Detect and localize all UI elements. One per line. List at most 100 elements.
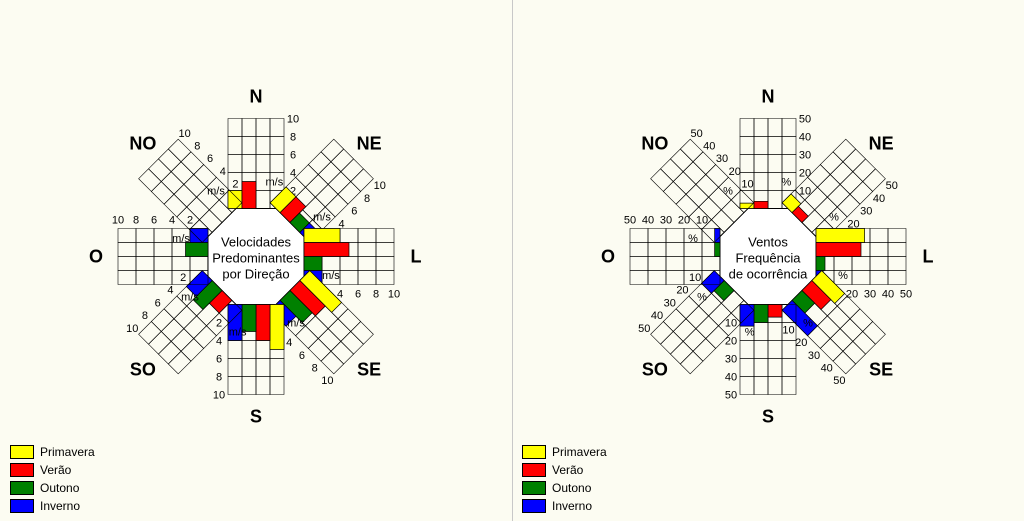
tick-SE-10: 10: [321, 375, 333, 387]
tick-SO-8: 8: [142, 310, 148, 322]
direction-label-SE: SE: [357, 360, 381, 380]
bar-S-inverno: [740, 305, 754, 327]
unit-label-O: m/s: [181, 292, 199, 304]
direction-label-NE: NE: [357, 133, 382, 153]
direction-label-O: O: [601, 247, 615, 267]
bar-O-inverno: [190, 229, 208, 243]
tick-N-10: 10: [287, 114, 299, 126]
legend-label-inverno: Inverno: [40, 499, 80, 513]
tick-SO-2: 2: [180, 272, 186, 284]
tick-L-30: 30: [864, 289, 876, 301]
tick-NE-30: 30: [860, 206, 872, 218]
center-text-line-2: de ocorrência: [729, 267, 809, 282]
tick-O-4: 4: [169, 215, 175, 227]
tick-NO-20: 20: [729, 166, 741, 178]
unit-label-S: m/s: [287, 318, 305, 330]
tick-NO-40: 40: [703, 140, 715, 152]
unit-label-L: m/s: [313, 212, 331, 224]
legend-swatch-inverno: [522, 499, 546, 513]
tick-SO-10: 10: [126, 323, 138, 335]
tick-S-10: 10: [725, 318, 737, 330]
legend-swatch-primavera: [522, 445, 546, 459]
tick-NO-4: 4: [220, 166, 226, 178]
unit-label-S: %: [803, 318, 813, 330]
direction-label-NO: NO: [641, 133, 668, 153]
legend-label-inverno: Inverno: [552, 499, 592, 513]
tick-NO-10: 10: [178, 128, 190, 140]
tick-SE-40: 40: [821, 363, 833, 375]
tick-S-6: 6: [216, 354, 222, 366]
tick-S-50: 50: [725, 390, 737, 402]
tick-SE-8: 8: [312, 363, 318, 375]
unit-label-SE: %: [838, 270, 848, 282]
tick-SE-10: 10: [782, 324, 794, 336]
tick-O-6: 6: [151, 215, 157, 227]
unit-label-L: %: [829, 212, 839, 224]
tick-S-30: 30: [725, 354, 737, 366]
tick-N-6: 6: [290, 150, 296, 162]
tick-SO-6: 6: [155, 297, 161, 309]
tick-L-10: 10: [388, 289, 400, 301]
legend-swatch-verao: [522, 463, 546, 477]
tick-L-50: 50: [900, 289, 912, 301]
bar-S-verao: [256, 305, 270, 341]
bar-L-primavera: [816, 229, 865, 243]
unit-label-SO: m/s: [229, 326, 247, 338]
unit-label-SE: m/s: [322, 270, 340, 282]
tick-N-50: 50: [799, 114, 811, 126]
unit-label-N: m/s: [207, 186, 225, 198]
direction-label-S: S: [762, 407, 774, 427]
page: VelocidadesPredominantespor Direção24681…: [0, 0, 1024, 521]
tick-SO-4: 4: [167, 285, 173, 297]
unit-label-NE: %: [781, 177, 791, 189]
legend-swatch-outono: [522, 481, 546, 495]
tick-N-20: 20: [799, 168, 811, 180]
direction-label-SO: SO: [130, 360, 156, 380]
tick-NO-2: 2: [232, 179, 238, 191]
legend-swatch-outono: [10, 481, 34, 495]
bar-N-verao: [754, 201, 768, 208]
tick-S-2: 2: [216, 318, 222, 330]
legend-label-outono: Outono: [40, 481, 79, 495]
tick-S-8: 8: [216, 372, 222, 384]
tick-NO-10: 10: [741, 179, 753, 191]
direction-label-SE: SE: [869, 360, 893, 380]
center-text-line-0: Velocidades: [221, 235, 292, 250]
legend-label-verao: Verão: [40, 463, 71, 477]
tick-N-40: 40: [799, 132, 811, 144]
legend-item-verao: Verão: [10, 461, 95, 479]
center-text-line-1: Frequência: [735, 251, 801, 266]
bar-O-inverno: [715, 229, 720, 243]
bar-L-verao: [304, 243, 349, 257]
tick-NE-40: 40: [873, 193, 885, 205]
unit-label-NO: m/s: [172, 233, 190, 245]
tick-NE-6: 6: [351, 206, 357, 218]
direction-label-SO: SO: [642, 360, 668, 380]
direction-label-L: L: [411, 247, 422, 267]
tick-L-8: 8: [373, 289, 379, 301]
legend-label-verao: Verão: [552, 463, 583, 477]
center-text-line-0: Ventos: [748, 235, 788, 250]
direction-label-S: S: [250, 407, 262, 427]
unit-label-NO: %: [688, 233, 698, 245]
tick-SE-6: 6: [299, 350, 305, 362]
legend-label-primavera: Primavera: [552, 445, 607, 459]
legend-label-primavera: Primavera: [40, 445, 95, 459]
tick-N-30: 30: [799, 150, 811, 162]
center-text-line-2: por Direção: [222, 267, 289, 282]
tick-N-8: 8: [290, 132, 296, 144]
direction-label-L: L: [923, 247, 934, 267]
tick-SE-30: 30: [808, 350, 820, 362]
tick-O-2: 2: [187, 215, 193, 227]
bar-S-outono: [754, 305, 768, 323]
bar-N-verao: [242, 182, 256, 209]
legend-item-verao: Verão: [522, 461, 607, 479]
direction-label-N: N: [250, 87, 263, 107]
bar-L-outono: [816, 257, 825, 271]
unit-label-SO: %: [745, 326, 755, 338]
tick-SO-10: 10: [689, 272, 701, 284]
center-text-line-1: Predominantes: [212, 251, 300, 266]
tick-O-30: 30: [660, 215, 672, 227]
legend-label-outono: Outono: [552, 481, 591, 495]
tick-L-6: 6: [355, 289, 361, 301]
